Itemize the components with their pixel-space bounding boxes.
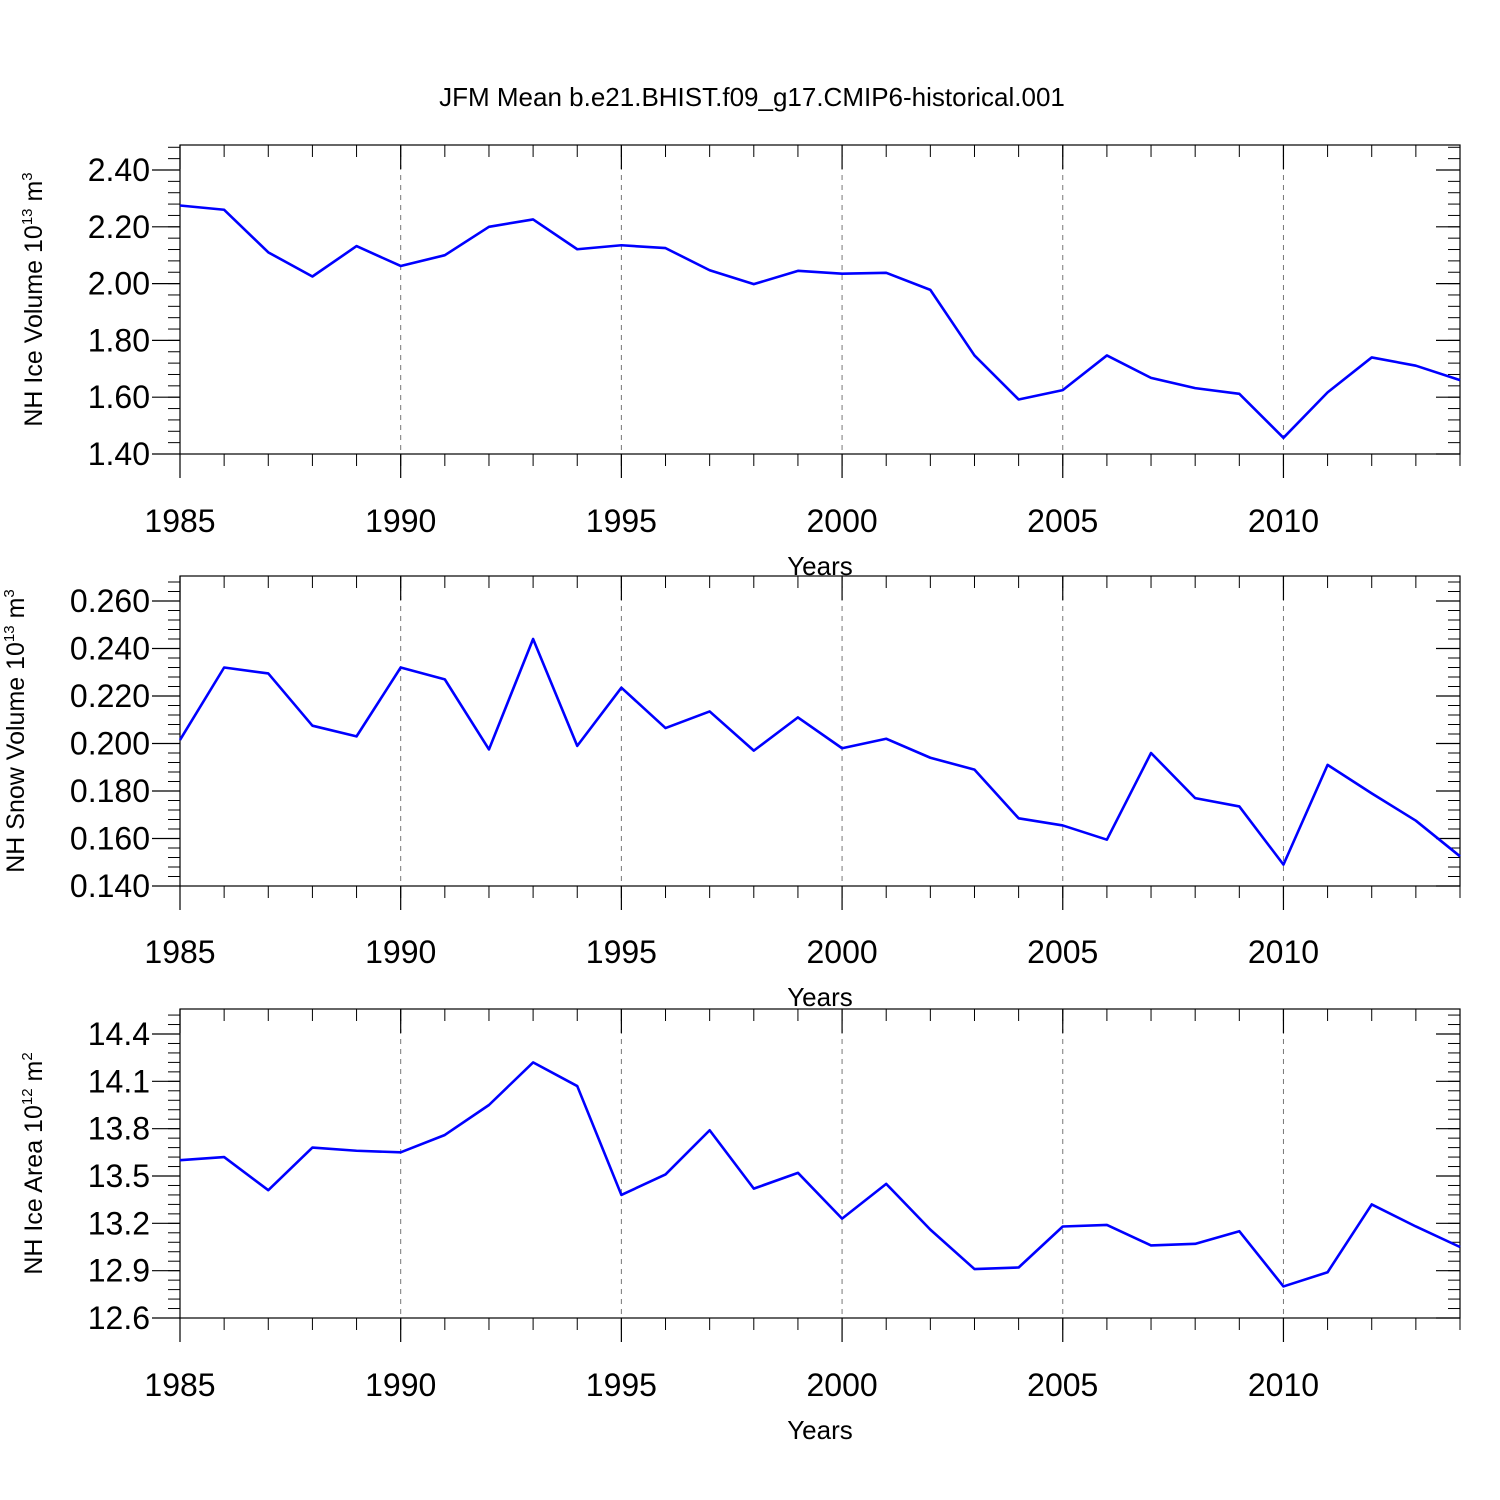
x-tick-label: 1985 (144, 503, 215, 539)
x-tick-label: 1995 (586, 934, 657, 970)
x-axis-label: Years (787, 982, 853, 1012)
y-tick-label: 13.8 (88, 1111, 150, 1147)
panel-2: 1985 1990 1995 2000 2005 2010 0.260 0.240 0.220 0… (1, 575, 1461, 1012)
x-tick-label: 1985 (144, 934, 215, 970)
y-tick-label: 12.6 (88, 1300, 150, 1336)
x-tick-label: 2005 (1027, 503, 1098, 539)
y-tick-label: 2.40 (88, 152, 150, 188)
x-tick-label: 2010 (1248, 503, 1319, 539)
y-tick-label: 1.80 (88, 322, 150, 358)
panel-3: 1985 1990 1995 2000 2005 2010 14.4 14.1 13.8 13.5… (19, 1008, 1461, 1445)
y-axis-label: NH Ice Volume 1013 m3 (19, 172, 48, 426)
y-tick-label: 13.2 (88, 1205, 150, 1241)
x-tick-label: 2000 (806, 1367, 877, 1403)
y-axis-label-text: NH Ice Volume 10 (20, 225, 48, 427)
y-axis-label-unit: m (20, 1061, 48, 1089)
y-tick-label: 14.1 (88, 1063, 150, 1099)
y-axis-label-text: NH Snow Volume 10 (2, 642, 30, 873)
series-line (179, 204, 1461, 440)
y-axis-label-unit: m (2, 598, 30, 626)
y-tick-label: 0.180 (70, 773, 150, 809)
x-tick-label: 2010 (1248, 934, 1319, 970)
x-tick-label: 1995 (586, 1367, 657, 1403)
x-tick-label: 1990 (365, 1367, 436, 1403)
x-axis-label: Years (787, 1415, 853, 1445)
y-axis-label-text: NH Ice Area 10 (20, 1105, 48, 1275)
series-line (178, 637, 1461, 866)
y-tick-label: 2.20 (88, 209, 150, 245)
panel-1: 1985 1990 1995 2000 2005 2010 2.40 2.20 2.00 1.80… (19, 144, 1461, 581)
x-tick-label: 1990 (365, 503, 436, 539)
x-tick-label: 1985 (144, 1367, 215, 1403)
y-tick-label: 12.9 (88, 1253, 150, 1289)
y-tick-label: 1.40 (88, 436, 150, 472)
plot-frame (179, 144, 1461, 455)
y-tick-label: 0.240 (70, 631, 150, 667)
y-axis-label-exponent: 13 (1, 625, 18, 642)
series-line (179, 1061, 1461, 1288)
y-axis-label-unit-exponent: 2 (19, 1052, 36, 1060)
y-axis-label-unit-exponent: 3 (1, 589, 18, 597)
x-tick-label: 1990 (365, 934, 436, 970)
y-axis-label-unit: m (20, 181, 48, 209)
y-tick-label: 14.4 (88, 1016, 150, 1052)
x-tick-label: 2000 (806, 934, 877, 970)
x-tick-label: 2010 (1248, 1367, 1319, 1403)
y-tick-label: 0.140 (70, 868, 150, 904)
y-axis-label: NH Snow Volume 1013 m3 (1, 589, 30, 873)
x-tick-label: 1995 (586, 503, 657, 539)
y-tick-label: 0.160 (70, 821, 150, 857)
y-axis-label-exponent: 13 (19, 208, 36, 225)
x-tick-label: 2000 (806, 503, 877, 539)
chart-title: JFM Mean b.e21.BHIST.f09_g17.CMIP6-histo… (439, 82, 1065, 112)
x-tick-label: 2005 (1027, 934, 1098, 970)
y-axis-label-exponent: 12 (19, 1088, 36, 1105)
y-tick-label: 1.60 (88, 379, 150, 415)
y-tick-label: 0.220 (70, 678, 150, 714)
y-tick-label: 0.260 (70, 583, 150, 619)
y-tick-label: 0.200 (70, 726, 150, 762)
y-tick-label: 13.5 (88, 1158, 150, 1194)
y-axis-label: NH Ice Area 1012 m2 (19, 1052, 48, 1274)
plot-frame (179, 575, 1461, 887)
y-axis-label-unit-exponent: 3 (19, 172, 36, 180)
plot-frame (179, 1008, 1461, 1319)
x-tick-label: 2005 (1027, 1367, 1098, 1403)
y-tick-label: 2.00 (88, 266, 150, 302)
